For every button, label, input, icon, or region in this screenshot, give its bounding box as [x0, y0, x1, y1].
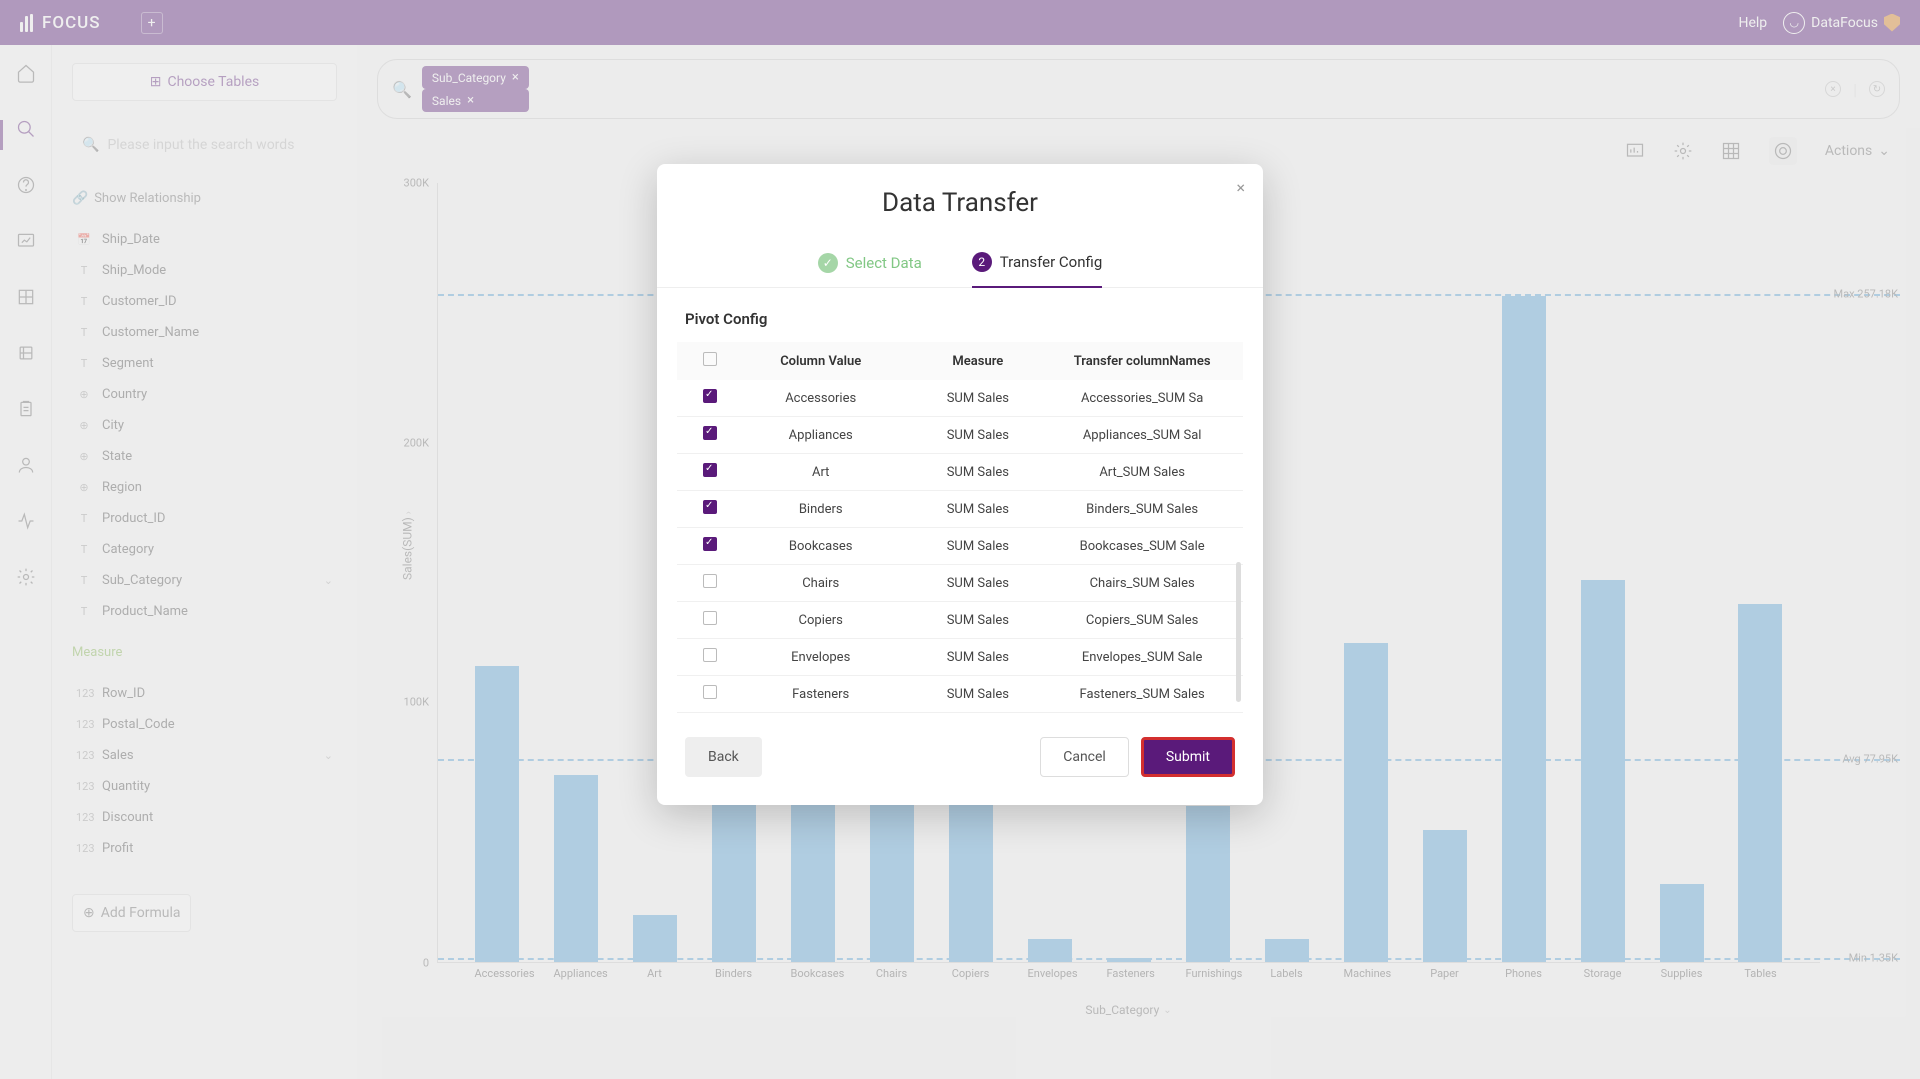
transfer-name-cell: Appliances_SUM Sal — [1049, 428, 1235, 443]
column-value-cell: Chairs — [735, 576, 906, 591]
column-value-cell: Bookcases — [735, 539, 906, 554]
measure-cell: SUM Sales — [906, 576, 1049, 591]
row-checkbox[interactable] — [703, 574, 717, 588]
transfer-name-cell: Art_SUM Sales — [1049, 465, 1235, 480]
pivot-row: Art SUM Sales Art_SUM Sales — [677, 454, 1243, 491]
measure-cell: SUM Sales — [906, 428, 1049, 443]
pivot-config-title: Pivot Config — [657, 288, 1263, 342]
step-select-data[interactable]: ✓ Select Data — [818, 252, 922, 287]
measure-cell: SUM Sales — [906, 613, 1049, 628]
measure-cell: SUM Sales — [906, 391, 1049, 406]
transfer-name-cell: Binders_SUM Sales — [1049, 502, 1235, 517]
select-all-checkbox[interactable] — [703, 352, 717, 366]
step-check-icon: ✓ — [818, 253, 838, 273]
measure-cell: SUM Sales — [906, 539, 1049, 554]
row-checkbox[interactable] — [703, 389, 717, 403]
pivot-row: Appliances SUM Sales Appliances_SUM Sal — [677, 417, 1243, 454]
modal-footer: Back Cancel Submit — [657, 713, 1263, 785]
step2-label: Transfer Config — [1000, 253, 1103, 271]
measure-cell: SUM Sales — [906, 687, 1049, 702]
column-value-cell: Accessories — [735, 391, 906, 406]
transfer-name-cell: Bookcases_SUM Sale — [1049, 539, 1235, 554]
pivot-row: Bookcases SUM Sales Bookcases_SUM Sale — [677, 528, 1243, 565]
stepper: ✓ Select Data 2 Transfer Config — [657, 252, 1263, 288]
transfer-name-cell: Envelopes_SUM Sale — [1049, 650, 1235, 665]
column-value-cell: Envelopes — [735, 650, 906, 665]
row-checkbox[interactable] — [703, 537, 717, 551]
modal-title: Data Transfer — [657, 188, 1263, 218]
measure-cell: SUM Sales — [906, 650, 1049, 665]
measure-cell: SUM Sales — [906, 465, 1049, 480]
column-value-cell: Binders — [735, 502, 906, 517]
transfer-name-cell: Accessories_SUM Sa — [1049, 391, 1235, 406]
pivot-row: Binders SUM Sales Binders_SUM Sales — [677, 491, 1243, 528]
submit-button[interactable]: Submit — [1141, 737, 1235, 777]
row-checkbox[interactable] — [703, 463, 717, 477]
column-value-cell: Fasteners — [735, 687, 906, 702]
row-checkbox[interactable] — [703, 611, 717, 625]
pivot-table: Column Value Measure Transfer columnName… — [677, 342, 1243, 713]
scrollbar[interactable] — [1236, 562, 1241, 702]
pivot-row: Fasteners SUM Sales Fasteners_SUM Sales — [677, 676, 1243, 713]
pivot-row: Envelopes SUM Sales Envelopes_SUM Sale — [677, 639, 1243, 676]
pivot-table-header: Column Value Measure Transfer columnName… — [677, 342, 1243, 380]
row-checkbox[interactable] — [703, 500, 717, 514]
step-transfer-config[interactable]: 2 Transfer Config — [972, 252, 1103, 288]
transfer-name-cell: Copiers_SUM Sales — [1049, 613, 1235, 628]
column-value-cell: Art — [735, 465, 906, 480]
step1-label: Select Data — [846, 254, 922, 272]
back-button[interactable]: Back — [685, 737, 762, 777]
transfer-name-cell: Fasteners_SUM Sales — [1049, 687, 1235, 702]
transfer-header: Transfer columnNames — [1049, 354, 1235, 369]
pivot-row: Chairs SUM Sales Chairs_SUM Sales — [677, 565, 1243, 602]
pivot-row: Accessories SUM Sales Accessories_SUM Sa — [677, 380, 1243, 417]
pivot-row: Copiers SUM Sales Copiers_SUM Sales — [677, 602, 1243, 639]
column-value-cell: Copiers — [735, 613, 906, 628]
step-number-icon: 2 — [972, 252, 992, 272]
transfer-name-cell: Chairs_SUM Sales — [1049, 576, 1235, 591]
column-value-cell: Appliances — [735, 428, 906, 443]
row-checkbox[interactable] — [703, 648, 717, 662]
close-icon[interactable]: × — [1236, 178, 1245, 197]
measure-cell: SUM Sales — [906, 502, 1049, 517]
data-transfer-modal: × Data Transfer ✓ Select Data 2 Transfer… — [657, 164, 1263, 805]
measure-header: Measure — [906, 354, 1049, 369]
column-value-header: Column Value — [735, 354, 906, 369]
row-checkbox[interactable] — [703, 426, 717, 440]
row-checkbox[interactable] — [703, 685, 717, 699]
cancel-button[interactable]: Cancel — [1040, 737, 1129, 777]
